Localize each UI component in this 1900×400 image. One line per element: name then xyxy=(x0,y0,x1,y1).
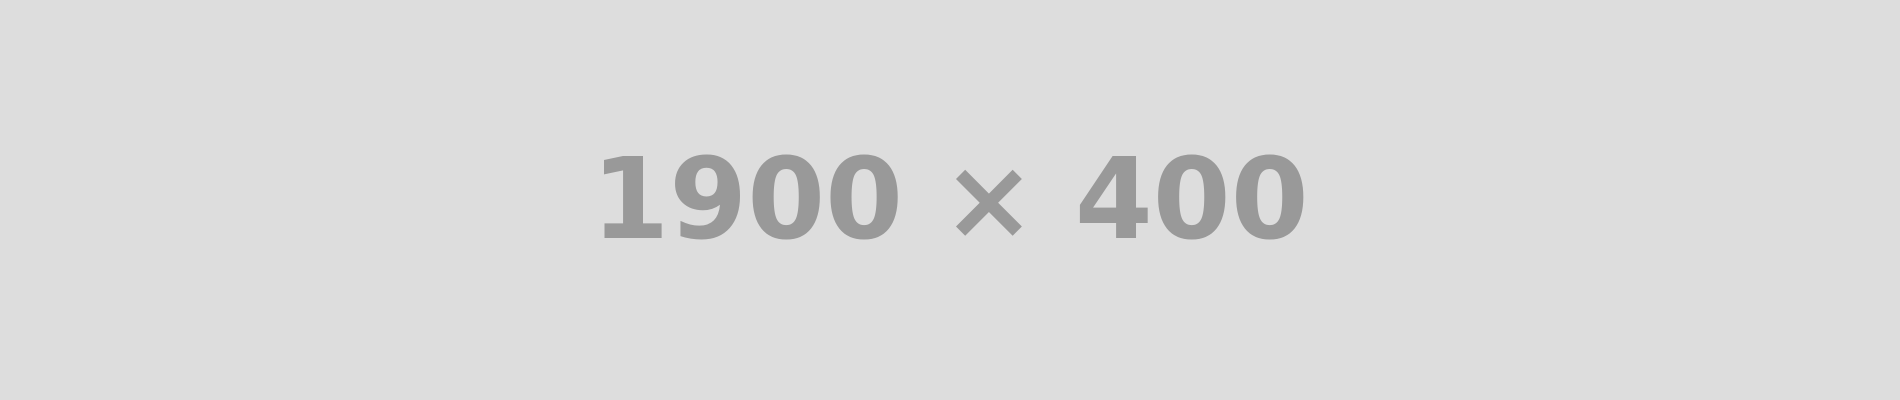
dimensions-label: 1900 × 400 xyxy=(591,135,1309,265)
placeholder-image: 1900 × 400 xyxy=(591,135,1309,265)
